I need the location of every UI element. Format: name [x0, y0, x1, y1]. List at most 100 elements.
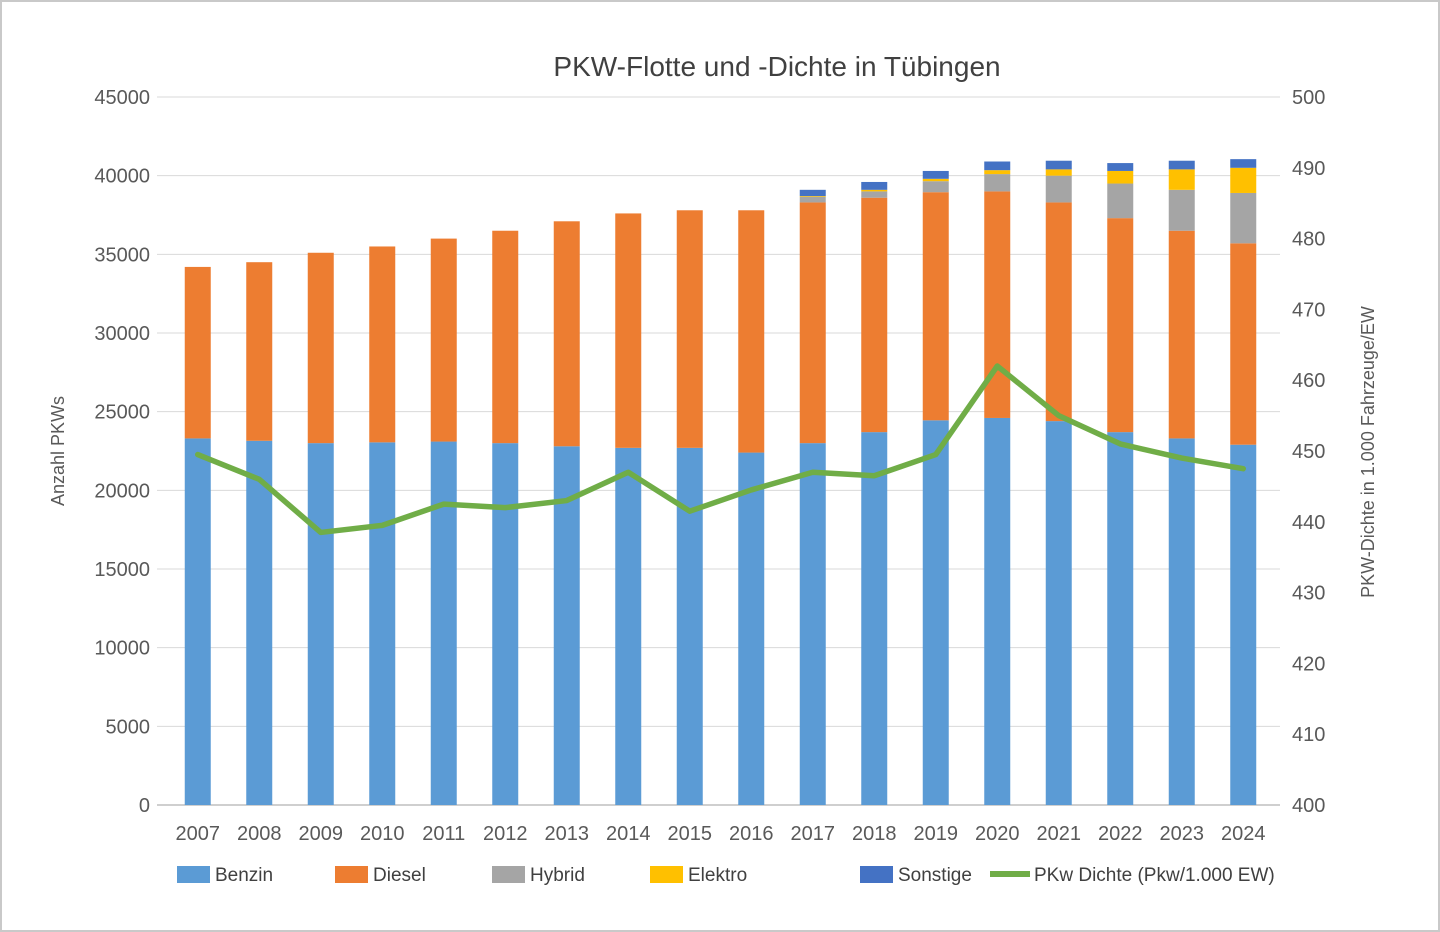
- bar-segment-diesel-2014: [615, 213, 642, 448]
- bar-segment-benzin-2010: [369, 442, 396, 805]
- bar-segment-elektro-2021: [1045, 169, 1072, 176]
- x-tick-label: 2007: [176, 823, 221, 845]
- x-tick-label: 2022: [1098, 823, 1143, 845]
- bar-segment-diesel-2020: [984, 191, 1011, 418]
- x-tick-label: 2012: [483, 823, 528, 845]
- legend-label: Benzin: [215, 865, 273, 886]
- bar-segment-benzin-2009: [307, 443, 334, 805]
- bar-segment-benzin-2015: [676, 447, 703, 805]
- legend-item-diesel: Diesel: [335, 865, 426, 886]
- bar-segment-sonstige-2024: [1230, 159, 1257, 168]
- bar-segment-sonstige-2020: [984, 161, 1011, 171]
- x-tick-label: 2009: [299, 823, 344, 845]
- legend-swatch-diesel: [335, 866, 368, 883]
- bar-segment-diesel-2010: [369, 246, 396, 443]
- bar-segment-elektro-2024: [1230, 167, 1257, 193]
- gridlines: [157, 96, 1280, 806]
- bar-segment-benzin-2014: [615, 447, 642, 805]
- bar-segment-sonstige-2021: [1045, 160, 1072, 170]
- legend-label: PKw Dichte (Pkw/1.000 EW): [1034, 865, 1275, 886]
- x-tick-label: 2010: [360, 823, 405, 845]
- bar-segment-diesel-2015: [676, 210, 703, 448]
- bar-segment-benzin-2007: [184, 438, 211, 805]
- bar-segment-diesel-2018: [861, 197, 888, 433]
- left-axis-title: Anzahl PKWs: [48, 396, 68, 506]
- bar-segment-hybrid-2018: [861, 191, 888, 198]
- bar-segment-elektro-2018: [861, 189, 888, 192]
- right-tick-label: 500: [1292, 87, 1325, 109]
- bar-segment-hybrid-2019: [922, 181, 949, 193]
- x-axis-labels: 2007 2008 2009 2010 2011 2012 2013 2014 2015 2016…: [176, 823, 1266, 845]
- left-tick-label: 0: [139, 795, 150, 817]
- bar-segment-benzin-2013: [553, 446, 580, 805]
- bar-segment-sonstige-2018: [861, 181, 888, 190]
- legend-item-density-line: PKw Dichte (Pkw/1.000 EW): [990, 865, 1275, 886]
- bar-segment-benzin-2012: [492, 443, 519, 805]
- left-tick-label: 30000: [94, 323, 150, 345]
- right-tick-label: 470: [1292, 299, 1325, 321]
- bars: [184, 159, 1257, 805]
- legend-item-sonstige: Sonstige: [860, 865, 972, 886]
- bar-segment-elektro-2020: [984, 170, 1011, 175]
- right-tick-label: 450: [1292, 441, 1325, 463]
- x-tick-label: 2008: [237, 823, 282, 845]
- bar-segment-hybrid-2022: [1107, 183, 1134, 219]
- legend-item-hybrid: Hybrid: [492, 865, 585, 886]
- x-tick-label: 2024: [1221, 823, 1266, 845]
- density-line: [195, 363, 1246, 536]
- left-tick-label: 35000: [94, 244, 150, 266]
- bar-segment-diesel-2022: [1107, 218, 1134, 433]
- legend-label: Hybrid: [530, 865, 585, 886]
- x-tick-label: 2018: [852, 823, 897, 845]
- bar-segment-diesel-2009: [307, 252, 334, 444]
- legend-label: Diesel: [373, 865, 426, 886]
- right-axis-ticks: 400 410 420 430 440 450 460 470 480 490 500: [1292, 87, 1325, 817]
- left-axis-ticks: 0 5000 10000 15000 20000 25000 30000 35000 40000…: [94, 87, 150, 817]
- bar-segment-hybrid-2021: [1045, 175, 1072, 203]
- left-tick-label: 15000: [94, 559, 150, 581]
- x-tick-label: 2013: [545, 823, 590, 845]
- bar-segment-benzin-2016: [738, 452, 765, 805]
- bar-segment-diesel-2013: [553, 221, 580, 447]
- legend-swatch-sonstige: [860, 866, 893, 883]
- bar-segment-hybrid-2024: [1230, 192, 1257, 244]
- bar-segment-elektro-2017: [799, 196, 826, 197]
- right-tick-label: 410: [1292, 724, 1325, 746]
- x-tick-label: 2023: [1160, 823, 1205, 845]
- bar-segment-diesel-2021: [1045, 202, 1072, 422]
- bar-segment-sonstige-2023: [1168, 160, 1195, 170]
- bar-segment-benzin-2018: [861, 432, 888, 805]
- legend-swatch-hybrid: [492, 866, 525, 883]
- bar-segment-sonstige-2017: [799, 189, 826, 197]
- right-tick-label: 480: [1292, 229, 1325, 251]
- bar-segment-elektro-2019: [922, 178, 949, 182]
- right-tick-label: 420: [1292, 653, 1325, 675]
- bar-segment-benzin-2024: [1230, 444, 1257, 805]
- legend: Benzin Diesel Hybrid Elektro Sonstige PKw Dic…: [177, 865, 1275, 886]
- left-tick-label: 20000: [94, 480, 150, 502]
- bar-segment-benzin-2020: [984, 417, 1011, 805]
- bar-segment-diesel-2017: [799, 202, 826, 444]
- bar-segment-benzin-2011: [430, 441, 457, 805]
- bar-segment-diesel-2012: [492, 230, 519, 444]
- bar-segment-diesel-2011: [430, 238, 457, 442]
- right-tick-label: 460: [1292, 370, 1325, 392]
- bar-segment-benzin-2008: [246, 440, 273, 805]
- x-tick-label: 2014: [606, 823, 651, 845]
- x-tick-label: 2015: [668, 823, 713, 845]
- bar-segment-benzin-2022: [1107, 432, 1134, 805]
- bar-segment-hybrid-2020: [984, 174, 1011, 192]
- bar-segment-diesel-2023: [1168, 230, 1195, 439]
- right-tick-label: 440: [1292, 512, 1325, 534]
- right-tick-label: 400: [1292, 795, 1325, 817]
- bar-segment-benzin-2019: [922, 420, 949, 805]
- chart-title: PKW-Flotte und -Dichte in Tübingen: [553, 51, 1000, 82]
- bar-segment-benzin-2023: [1168, 438, 1195, 805]
- x-tick-label: 2016: [729, 823, 774, 845]
- left-tick-label: 40000: [94, 166, 150, 188]
- bar-segment-hybrid-2023: [1168, 189, 1195, 231]
- legend-item-benzin: Benzin: [177, 865, 273, 886]
- bar-segment-hybrid-2017: [799, 196, 826, 203]
- bar-segment-diesel-2008: [246, 262, 273, 441]
